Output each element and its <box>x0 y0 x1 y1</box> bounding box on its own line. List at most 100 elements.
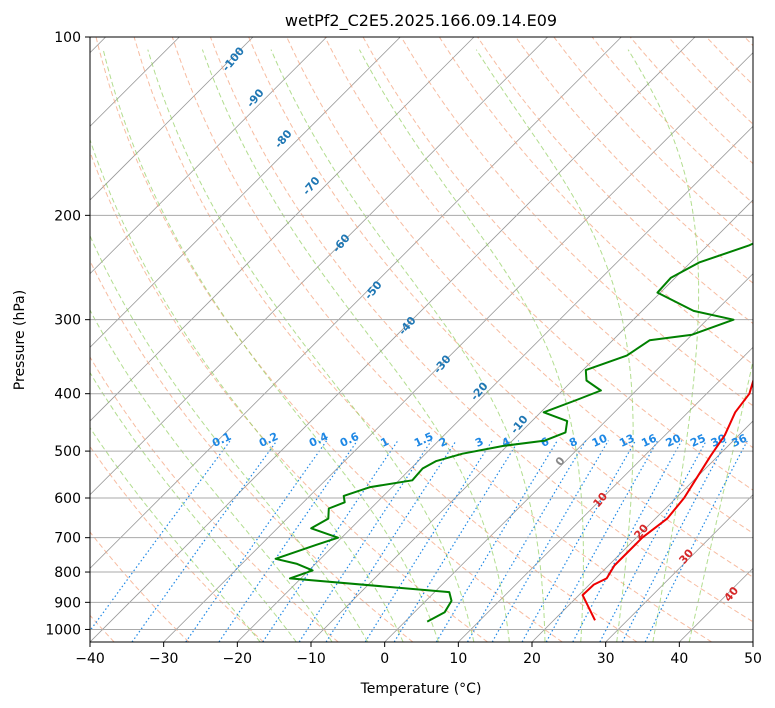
x-tick-label: −10 <box>296 651 326 667</box>
x-tick-label: 10 <box>449 651 467 667</box>
dewpoint-profile-line <box>274 242 753 623</box>
moist-adiabat-line <box>90 234 369 642</box>
moist-adiabat-label: -40 <box>396 314 419 338</box>
dry-adiabat-line <box>171 37 712 642</box>
x-tick-label: −20 <box>223 651 253 667</box>
x-tick-label: 30 <box>597 651 615 667</box>
dry-adiabat-line <box>90 445 264 642</box>
y-axis-label: Pressure (hPa) <box>12 290 28 390</box>
isotherm-line <box>90 37 401 348</box>
y-tick-label: 1000 <box>45 622 81 638</box>
dry-adiabat-line <box>90 150 488 642</box>
mixing-ratio-label: 0.2 <box>257 430 280 450</box>
isotherm-line <box>384 273 753 642</box>
isotherm-line <box>237 125 753 642</box>
dry-adiabat-line <box>133 37 638 642</box>
moist-adiabat-label: -70 <box>300 174 323 198</box>
dry-adiabat-line <box>248 37 753 578</box>
moist-adiabat-line <box>688 358 753 642</box>
moist-adiabat-label: -50 <box>362 278 385 302</box>
moist-adiabat-label: -100 <box>219 44 247 74</box>
moist-adiabat-line <box>358 49 584 642</box>
mixing-ratio-line <box>521 440 637 642</box>
dry-adiabat-line <box>515 37 753 284</box>
mixing-ratio-line <box>262 440 399 642</box>
moist-adiabat-label: -10 <box>508 413 531 437</box>
mixing-ratio-label: 3 <box>473 435 485 450</box>
x-tick-label: 50 <box>744 651 762 667</box>
moist-adiabat-line <box>102 49 439 642</box>
mixing-ratio-label: 25 <box>688 432 707 450</box>
mixing-ratio-line <box>491 440 609 642</box>
dry-adiabat-line <box>553 37 753 244</box>
moist-adiabat-line <box>627 49 700 642</box>
mixing-ratio-line <box>572 440 683 642</box>
moist-adiabat-line <box>475 49 634 642</box>
isotherm-line <box>752 641 753 642</box>
mixing-ratio-line <box>644 440 748 642</box>
x-tick-label: −30 <box>149 651 179 667</box>
dry-adiabat-line <box>90 259 414 642</box>
dry-adiabat-line <box>362 37 753 449</box>
isotherm-line <box>458 346 753 642</box>
isotherm-line <box>605 494 753 642</box>
mixing-ratio-line <box>435 440 558 642</box>
dry-adiabat-line <box>706 37 753 86</box>
moist-adiabat-line <box>90 371 297 642</box>
y-tick-label: 100 <box>54 30 81 46</box>
x-axis-label: Temperature (°C) <box>360 681 482 697</box>
moist-adiabat-line <box>90 138 404 642</box>
isotherm-line <box>90 37 327 275</box>
chart-title: wetPf2_C2E5.2025.166.09.14.E09 <box>285 11 557 31</box>
moist-adiabat-label: 30 <box>676 546 696 566</box>
dry-adiabat-line <box>90 356 339 642</box>
isotherm-line <box>90 37 475 422</box>
y-tick-label: 300 <box>54 313 81 329</box>
moist-adiabat-label: -90 <box>244 86 267 110</box>
mixing-ratio-label: 8 <box>567 435 579 450</box>
dry-adiabat-line <box>477 37 753 325</box>
dry-adiabat-line <box>744 37 753 47</box>
mixing-ratio-label: 6 <box>539 435 552 450</box>
mixing-ratio-line <box>185 440 328 642</box>
mixing-ratio-label: 0.4 <box>307 430 330 450</box>
temperature-profile-line <box>581 378 753 621</box>
x-tick-label: 20 <box>523 651 541 667</box>
dry-adiabat-line <box>324 37 753 491</box>
mixing-ratio-line <box>131 440 278 642</box>
moist-adiabat-label: -20 <box>468 379 491 403</box>
mixing-ratio-line <box>90 440 231 632</box>
y-tick-label: 200 <box>54 208 81 224</box>
mixing-ratio-label: 1 <box>378 435 390 450</box>
moist-adiabat-line <box>90 309 333 642</box>
mixing-ratio-line <box>298 440 432 642</box>
y-tick-label: 800 <box>54 565 81 581</box>
mixing-ratio-label: 0.6 <box>338 430 361 450</box>
isotherm-line <box>90 37 622 569</box>
y-tick-label: 900 <box>54 595 81 611</box>
profiles <box>274 242 753 623</box>
plot-frame <box>89 36 754 643</box>
mixing-ratio-label: 2 <box>437 435 449 450</box>
x-tick-label: 40 <box>670 651 688 667</box>
mixing-ratio-label: 36 <box>730 431 750 449</box>
mixing-ratio-label: 16 <box>639 431 659 449</box>
dry-adiabat-line <box>90 531 190 642</box>
moist-adiabat-line <box>201 49 510 642</box>
x-tick-label: 0 <box>380 651 389 667</box>
mixing-ratio-label: 0.1 <box>210 430 233 450</box>
moist-adiabat-label: 0 <box>553 454 568 468</box>
x-tick-label: −40 <box>75 651 105 667</box>
isotherm-line <box>90 37 696 642</box>
mixing-ratio-label: 1.5 <box>412 430 435 450</box>
mixing-ratio-label: 13 <box>617 432 636 450</box>
moist-adiabat-label: -80 <box>272 127 295 151</box>
y-tick-label: 700 <box>54 531 81 547</box>
moist-adiabat-label: -30 <box>431 352 454 376</box>
y-axis: 100 200 300 400 500 600 700 800 900 1000 <box>45 30 90 638</box>
moist-adiabat-line <box>270 49 546 642</box>
moist-adiabat-label: 40 <box>721 584 741 604</box>
isotherm-line <box>679 567 753 642</box>
y-tick-label: 400 <box>54 387 81 403</box>
